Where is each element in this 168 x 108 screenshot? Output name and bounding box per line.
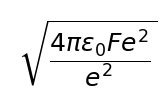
Text: $\sqrt{\dfrac{4\pi\varepsilon_0 F e^2}{e^2}}$: $\sqrt{\dfrac{4\pi\varepsilon_0 F e^2}{e… bbox=[18, 19, 157, 89]
